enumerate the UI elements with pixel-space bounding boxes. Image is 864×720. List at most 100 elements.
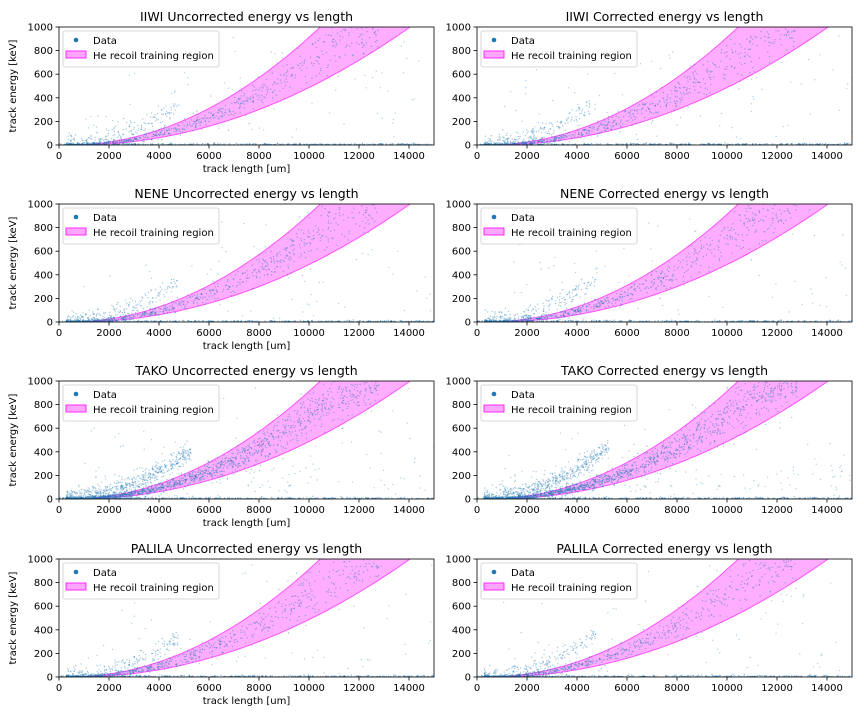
data-point [687, 81, 688, 82]
data-point [122, 134, 123, 135]
data-point [563, 135, 564, 136]
data-point [683, 276, 684, 277]
data-point [119, 310, 120, 311]
data-point [698, 82, 699, 83]
data-point [163, 304, 164, 305]
data-point [721, 230, 722, 231]
data-point [309, 242, 310, 243]
data-point [328, 223, 329, 224]
data-point [254, 86, 255, 87]
data-point [215, 300, 216, 301]
data-point [244, 103, 245, 104]
data-point [201, 129, 202, 130]
data-point [101, 319, 102, 320]
data-point [177, 304, 178, 305]
data-point [596, 143, 597, 144]
data-point [154, 135, 155, 136]
data-point [69, 143, 70, 144]
data-point [245, 115, 246, 116]
data-point [225, 109, 226, 110]
data-point [736, 239, 737, 240]
data-point [246, 281, 247, 282]
data-point [335, 41, 336, 42]
data-point [89, 315, 90, 316]
data-point [719, 258, 720, 259]
data-point [771, 225, 772, 226]
data-point [706, 254, 707, 255]
data-point [252, 85, 253, 86]
data-point [526, 143, 527, 144]
data-point [657, 103, 658, 104]
data-point [506, 143, 507, 144]
data-point [80, 318, 81, 319]
data-point [748, 218, 749, 219]
data-point [413, 142, 414, 143]
data-point [690, 267, 691, 268]
data-point [162, 134, 163, 135]
data-point [614, 73, 615, 74]
data-point [363, 54, 364, 55]
data-point [658, 278, 659, 279]
data-point [218, 261, 219, 262]
x-tick-label: 8000 [246, 151, 271, 162]
data-point [740, 220, 741, 221]
data-point [264, 143, 265, 144]
data-point [265, 252, 266, 253]
data-point [651, 122, 652, 123]
data-point [822, 143, 823, 144]
data-point [77, 318, 78, 319]
data-point [724, 68, 725, 69]
data-point [581, 110, 582, 111]
data-point [256, 277, 257, 278]
data-point [310, 243, 311, 244]
data-point [686, 260, 687, 261]
data-point [653, 113, 654, 114]
data-point [597, 135, 598, 136]
data-point [699, 92, 700, 93]
data-point [182, 128, 183, 129]
data-point [644, 105, 645, 106]
data-point [202, 289, 203, 290]
data-point [838, 35, 839, 36]
data-point [792, 37, 793, 38]
data-point [321, 143, 322, 144]
data-point [521, 142, 522, 143]
data-point [147, 138, 148, 139]
data-point [598, 126, 599, 127]
data-point [746, 227, 747, 228]
data-point [491, 140, 492, 141]
data-point [684, 87, 685, 88]
data-point [175, 302, 176, 303]
data-point [155, 314, 156, 315]
data-point [775, 30, 776, 31]
data-point [730, 235, 731, 236]
data-point [125, 318, 126, 319]
data-point [528, 140, 529, 141]
data-point [525, 93, 526, 94]
data-point [202, 302, 203, 303]
data-point [290, 75, 291, 76]
data-point [384, 320, 385, 321]
data-point [344, 29, 345, 30]
data-point [213, 117, 214, 118]
data-point [628, 294, 629, 295]
data-point [751, 259, 752, 260]
data-point [573, 313, 574, 314]
data-point [344, 236, 345, 237]
x-tick-label: 10000 [711, 151, 743, 162]
data-point [430, 310, 431, 311]
data-point [183, 301, 184, 302]
data-point [622, 124, 623, 125]
data-point [169, 112, 170, 113]
data-point [709, 237, 710, 238]
data-point [780, 34, 781, 35]
y-tick-label: 0 [47, 318, 53, 329]
data-point [262, 84, 263, 85]
data-point [266, 79, 267, 80]
data-point [322, 41, 323, 42]
data-point [193, 301, 194, 302]
data-point [731, 65, 732, 66]
data-point [544, 314, 545, 315]
data-point [136, 310, 137, 311]
data-point [696, 257, 697, 258]
